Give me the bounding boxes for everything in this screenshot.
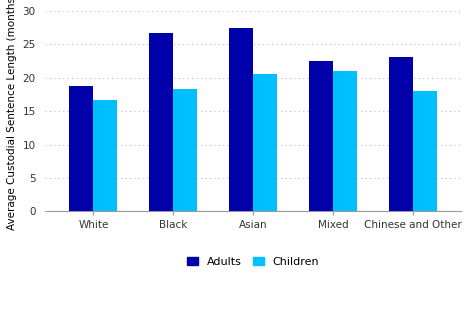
Bar [413, 91, 437, 211]
Bar [173, 89, 197, 211]
Bar [309, 61, 333, 211]
Y-axis label: Average Custodial Sentence Length (months): Average Custodial Sentence Length (month… [7, 0, 17, 230]
Bar [333, 71, 357, 211]
Bar [229, 28, 253, 211]
Bar [253, 75, 277, 211]
Bar [69, 86, 93, 211]
Bar [389, 57, 413, 211]
Legend: Adults, Children: Adults, Children [183, 253, 323, 270]
Bar [93, 100, 118, 211]
Bar [149, 33, 173, 211]
